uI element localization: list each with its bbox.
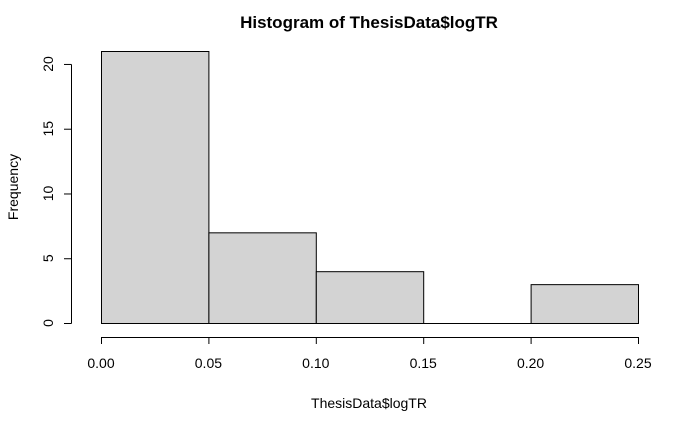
chart-title: Histogram of ThesisData$logTR	[240, 13, 498, 32]
x-tick-label: 0.05	[195, 355, 222, 371]
y-tick-label: 5	[40, 254, 56, 262]
x-tick-label: 0.25	[624, 355, 651, 371]
x-axis-title: ThesisData$logTR	[311, 395, 427, 411]
histogram-bar	[315, 271, 425, 325]
x-tick-label: 0.10	[302, 355, 329, 371]
y-axis-title: Frequency	[5, 154, 21, 220]
x-tick-label: 0.15	[410, 355, 437, 371]
x-tick-label: 0.00	[87, 355, 114, 371]
y-tick-label: 15	[40, 121, 56, 137]
y-tick-label: 20	[40, 56, 56, 72]
histogram-bar	[208, 232, 317, 324]
histogram-bar	[101, 51, 210, 324]
y-axis: 0 5 10 15 20	[40, 56, 72, 327]
bars	[101, 51, 639, 325]
y-tick-label: 10	[40, 185, 56, 201]
x-axis: 0.00 0.05 0.10 0.15 0.20 0.25	[87, 337, 652, 371]
histogram-bar	[530, 284, 639, 324]
y-tick-label: 0	[40, 319, 56, 327]
x-tick-label: 0.20	[517, 355, 544, 371]
